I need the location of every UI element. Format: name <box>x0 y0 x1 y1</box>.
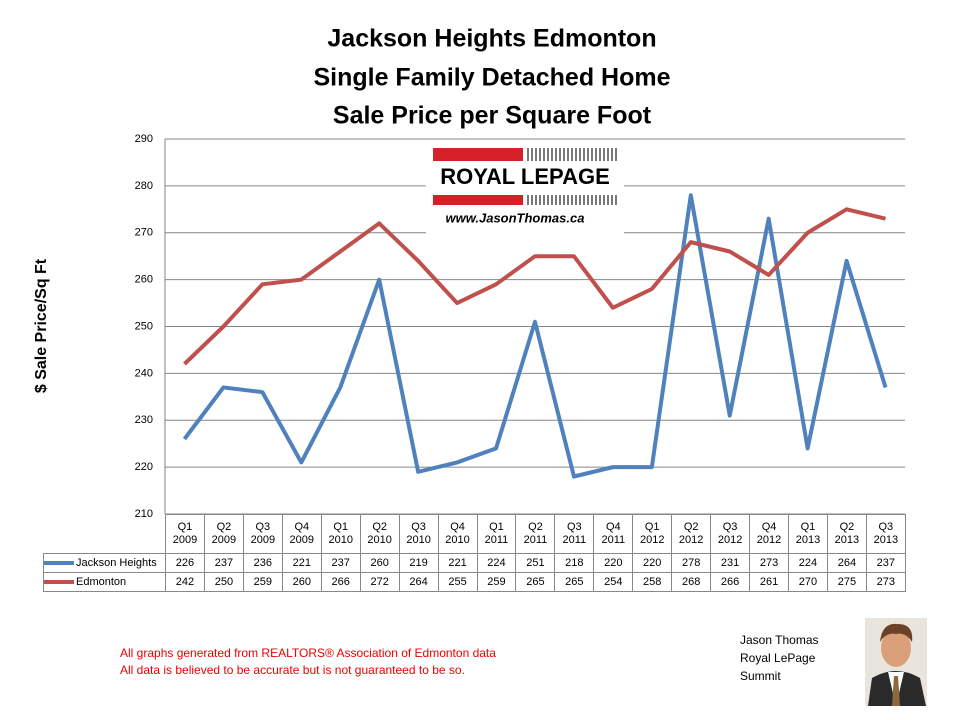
table-value: 266 <box>710 572 751 592</box>
category-label: Q1 2013 <box>788 514 828 554</box>
table-value: 221 <box>281 553 322 573</box>
table-value: 255 <box>437 572 478 592</box>
logo-url: www.JasonThomas.ca <box>446 210 585 225</box>
table-value: 219 <box>398 553 439 573</box>
table-value: 251 <box>515 553 556 573</box>
series-line <box>182 193 888 479</box>
legend-label: Jackson Heights <box>76 557 157 569</box>
logo: ROYAL LEPAGE www.JasonThomas.ca <box>426 143 624 235</box>
table-value: 264 <box>826 553 867 573</box>
table-corner <box>43 514 166 554</box>
category-label: Q3 2011 <box>554 514 595 554</box>
table-value: 266 <box>320 572 361 592</box>
category-label: Q3 2012 <box>710 514 751 554</box>
category-label: Q4 2010 <box>437 514 478 554</box>
table-value: 278 <box>671 553 712 573</box>
agent-line: Summit <box>740 669 781 683</box>
table-value: 273 <box>749 553 789 573</box>
table-value: 273 <box>865 572 906 592</box>
table-row: Jackson Heights 226 237 236 221 237 260 219 221 2… <box>43 553 906 573</box>
table-value: 265 <box>554 572 595 592</box>
agent-line: Royal LePage <box>740 651 816 665</box>
legend-cell: Jackson Heights <box>43 553 166 573</box>
category-label: Q2 2010 <box>359 514 400 554</box>
y-tick-label: 250 <box>135 320 153 332</box>
table-value: 270 <box>788 572 828 592</box>
category-label: Q3 2013 <box>865 514 906 554</box>
table-value: 237 <box>865 553 906 573</box>
table-value: 226 <box>165 553 205 573</box>
table-value: 260 <box>359 553 400 573</box>
logo-text: ROYAL LEPAGE <box>440 164 610 189</box>
table-value: 264 <box>398 572 439 592</box>
legend-swatch <box>44 561 74 566</box>
category-label: Q2 2013 <box>826 514 867 554</box>
category-label: Q1 2010 <box>320 514 361 554</box>
category-label: Q1 2009 <box>165 514 205 554</box>
y-axis-label: $ Sale Price/Sq Ft <box>33 258 50 393</box>
y-tick-label: 240 <box>135 367 153 379</box>
table-value: 231 <box>710 553 751 573</box>
table-value: 242 <box>165 572 205 592</box>
y-tick-label: 270 <box>135 227 153 239</box>
table-header: Q1 2009 Q2 2009 Q3 2009 Q4 2009 Q1 2010 Q2 20… <box>43 514 906 554</box>
legend-cell: Edmonton <box>43 572 166 592</box>
legend-swatch <box>44 580 74 585</box>
table-value: 237 <box>320 553 361 573</box>
footer-note: All data is believed to be accurate but … <box>120 663 465 677</box>
table-value: 272 <box>359 572 400 592</box>
chart-title: Sale Price per Square Foot <box>333 102 652 130</box>
footer-note: All graphs generated from REALTORS® Asso… <box>120 646 496 660</box>
table-value: 237 <box>203 553 244 573</box>
y-tick-label: 260 <box>135 274 153 286</box>
table-value: 265 <box>515 572 556 592</box>
category-label: Q1 2011 <box>476 514 517 554</box>
table-value: 220 <box>593 553 634 573</box>
category-label: Q2 2009 <box>203 514 244 554</box>
table-value: 261 <box>749 572 789 592</box>
y-tick-label: 230 <box>135 414 153 426</box>
table-value: 260 <box>281 572 322 592</box>
y-tick-label: 220 <box>135 461 153 473</box>
table-value: 250 <box>203 572 244 592</box>
category-label: Q4 2011 <box>593 514 634 554</box>
table-value: 221 <box>437 553 478 573</box>
category-label: Q2 2011 <box>515 514 556 554</box>
category-label: Q2 2012 <box>671 514 712 554</box>
category-label: Q1 2012 <box>632 514 673 554</box>
agent-photo <box>865 618 927 706</box>
table-value: 224 <box>476 553 517 573</box>
table-value: 259 <box>476 572 517 592</box>
series-line <box>183 207 886 366</box>
chart-title: Single Family Detached Home <box>313 64 670 92</box>
chart-title: Jackson Heights Edmonton <box>327 25 656 53</box>
table-value: 236 <box>242 553 283 573</box>
table-value: 268 <box>671 572 712 592</box>
category-label: Q3 2009 <box>242 514 283 554</box>
series <box>182 193 888 479</box>
y-tick-label: 290 <box>135 133 153 145</box>
category-label: Q3 2010 <box>398 514 439 554</box>
legend-label: Edmonton <box>76 576 127 588</box>
table-value: 218 <box>554 553 595 573</box>
y-tick-label: 280 <box>135 180 153 192</box>
category-label: Q4 2009 <box>281 514 322 554</box>
data-table: Q1 2009 Q2 2009 Q3 2009 Q4 2009 Q1 2010 Q2 20… <box>43 514 906 592</box>
table-value: 275 <box>826 572 867 592</box>
table-value: 220 <box>632 553 673 573</box>
table-value: 258 <box>632 572 673 592</box>
table-value: 254 <box>593 572 634 592</box>
agent-line: Jason Thomas <box>740 633 819 647</box>
table-row: Edmonton 242 250 259 260 266 272 264 255 259 265 26… <box>43 572 906 592</box>
table-value: 224 <box>788 553 828 573</box>
table-value: 259 <box>242 572 283 592</box>
category-label: Q4 2012 <box>749 514 789 554</box>
